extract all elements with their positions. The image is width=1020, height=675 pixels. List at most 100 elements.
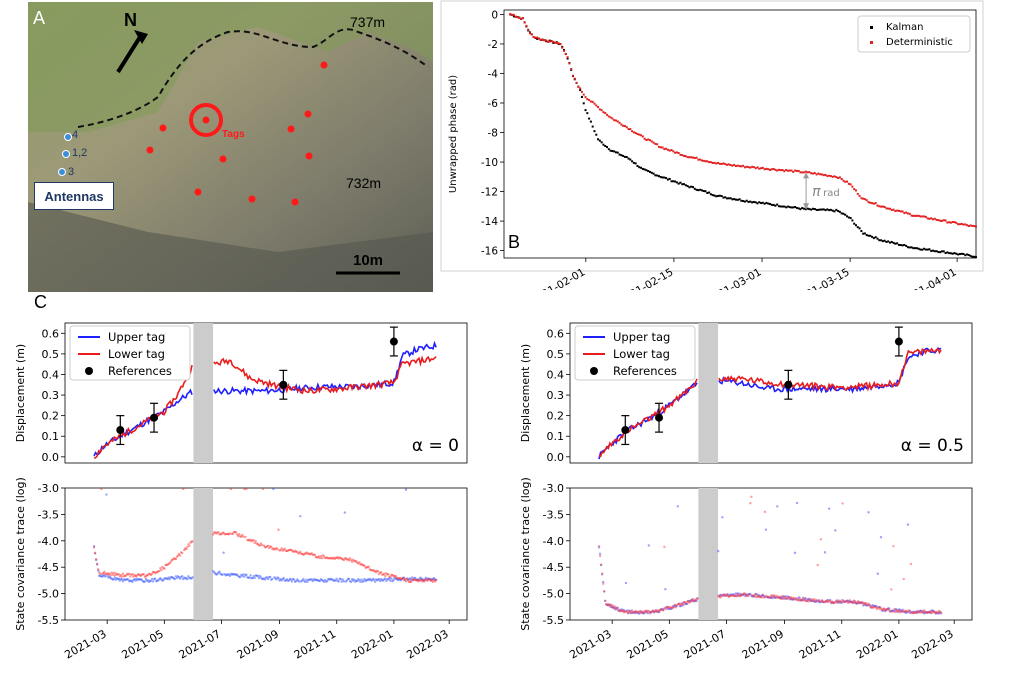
- lower-tag-point: [160, 568, 163, 572]
- deterministic-point: [679, 153, 682, 156]
- lower-tag-point: [847, 601, 851, 604]
- upper-tag-point: [131, 580, 134, 584]
- deterministic-point: [731, 164, 734, 167]
- y-tick-label: 0.3: [547, 389, 565, 402]
- lower-tag-point: [694, 599, 697, 603]
- deterministic-point: [819, 173, 822, 176]
- deterministic-point: [751, 165, 754, 168]
- lower-tag-point: [804, 596, 807, 600]
- lower-tag-point: [186, 545, 189, 549]
- kalman-point: [783, 205, 786, 208]
- lower-tag-point: [771, 596, 775, 599]
- deterministic-point: [600, 109, 603, 112]
- kalman-point: [842, 212, 845, 215]
- lower-tag-point: [423, 580, 426, 583]
- lower-tag-point: [818, 600, 822, 603]
- deterministic-point: [541, 38, 544, 41]
- legend-box: [857, 15, 971, 53]
- deterministic-point: [774, 168, 777, 171]
- lower-tag-point: [434, 578, 438, 581]
- map-image: [28, 2, 433, 292]
- lower-tag-point: [812, 597, 815, 601]
- lower-tag-point: [268, 547, 271, 550]
- kalman-point: [614, 151, 617, 154]
- kalman-point: [699, 188, 702, 191]
- lower-tag-point: [672, 606, 675, 609]
- x-tick-label: 2022-03: [909, 627, 955, 661]
- deterministic-point: [788, 169, 791, 172]
- lower-tag-point: [313, 553, 317, 557]
- lower-tag-point: [254, 539, 257, 543]
- deterministic-point: [842, 179, 845, 182]
- deterministic-point: [620, 123, 623, 126]
- kalman-point: [819, 208, 822, 211]
- deterministic-point: [634, 132, 637, 135]
- upper-tag-point: [717, 549, 720, 553]
- kalman-point: [720, 195, 723, 198]
- kalman-point: [969, 254, 972, 257]
- x-tick-label: 2021-05: [120, 627, 166, 661]
- reference-point: [655, 413, 664, 422]
- upper-tag-point: [359, 580, 362, 583]
- lower-tag-point: [894, 610, 897, 614]
- kalman-point: [808, 208, 811, 211]
- y-tick-label: -5.0: [38, 588, 59, 601]
- kalman-point: [734, 198, 737, 201]
- upper-tag-point: [222, 551, 225, 554]
- deterministic-point: [894, 210, 897, 213]
- reference-point: [784, 380, 793, 389]
- kalman-point: [634, 162, 637, 165]
- deterministic-point: [971, 224, 974, 227]
- lower-tag-point: [92, 546, 96, 549]
- lower-tag-point: [908, 611, 912, 614]
- kalman-point: [896, 242, 899, 245]
- kalman-point: [672, 180, 675, 183]
- reference-point: [150, 413, 159, 422]
- y-tick-label: -16: [481, 246, 498, 258]
- upper-tag-point: [263, 578, 267, 581]
- y-tick-label: 0.6: [42, 327, 60, 340]
- deterministic-point: [795, 169, 798, 172]
- kalman-point: [865, 234, 868, 237]
- kalman-point: [897, 243, 900, 246]
- kalman-point: [769, 202, 772, 205]
- deterministic-point: [939, 219, 942, 222]
- deterministic-point: [704, 160, 707, 163]
- lower-tag-point: [236, 534, 240, 538]
- deterministic-point: [652, 141, 655, 144]
- lower-tag-point: [874, 605, 877, 608]
- panel-label-a: A: [33, 8, 46, 28]
- lower-tag-point: [611, 604, 614, 607]
- deterministic-point: [806, 171, 809, 174]
- lower-tag-point: [813, 600, 816, 603]
- upper-tag-point: [372, 578, 376, 581]
- y-tick-label: 0.1: [547, 430, 565, 443]
- lower-tag-point: [135, 575, 138, 578]
- kalman-point: [566, 57, 569, 60]
- kalman-point: [598, 139, 601, 142]
- alpha-label: α = 0.5: [901, 436, 964, 456]
- kalman-point: [781, 205, 784, 208]
- tags-label: Tags: [222, 129, 245, 140]
- deterministic-point: [684, 155, 687, 158]
- kalman-point: [627, 157, 630, 160]
- upper-tag-point: [356, 579, 359, 583]
- lower-tag-point: [319, 554, 323, 558]
- kalman-point: [512, 15, 515, 18]
- kalman-point: [620, 154, 623, 157]
- deterministic-point: [595, 104, 598, 107]
- kalman-point: [686, 185, 689, 188]
- upper-tag-point: [906, 523, 910, 526]
- upper-tag-point: [150, 577, 154, 581]
- lower-tag-point: [295, 550, 299, 553]
- kalman-point: [722, 196, 725, 199]
- lower-tag-point: [691, 599, 694, 603]
- deterministic-point: [903, 212, 906, 215]
- kalman-point: [779, 205, 782, 208]
- deterministic-point: [736, 164, 739, 167]
- deterministic-point: [661, 146, 664, 149]
- kalman-point: [649, 170, 652, 173]
- kalman-point: [971, 255, 974, 258]
- upper-tag-point: [151, 580, 155, 583]
- kalman-point: [718, 194, 721, 197]
